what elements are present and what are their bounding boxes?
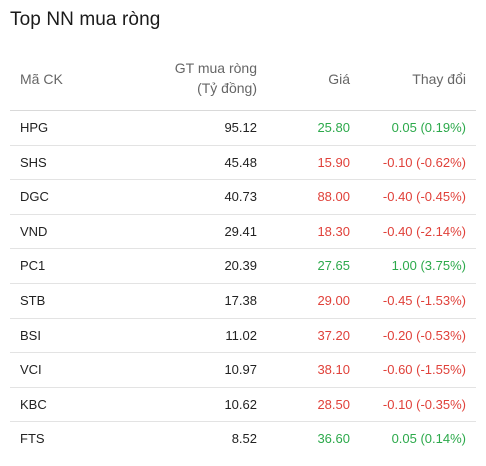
- column-header-change: Thay đổi: [412, 71, 466, 87]
- price-change: 0.05 (0.19%): [391, 120, 466, 135]
- price-change: -0.45 (-1.53%): [382, 292, 466, 308]
- price-change: 0.05 (0.14%): [391, 431, 466, 447]
- net-buy-value: 11.02: [225, 327, 257, 343]
- price: 15.90: [317, 154, 350, 170]
- price-change: -0.40 (-0.45%): [382, 189, 466, 205]
- stock-code[interactable]: BSI: [20, 327, 41, 343]
- price: 27.65: [317, 258, 350, 274]
- price-change: -0.60 (-1.55%): [382, 362, 466, 378]
- table-row[interactable]: SHS 45.48 15.90 -0.10 (-0.62%): [10, 146, 476, 181]
- price: 18.30: [317, 223, 350, 239]
- stock-code[interactable]: PC1: [20, 258, 46, 274]
- stock-code[interactable]: FTS: [20, 431, 45, 447]
- table-row[interactable]: PC1 20.39 27.65 1.00 (3.75%): [10, 249, 476, 284]
- net-buy-value: 40.73: [224, 189, 257, 205]
- widget-title: Top NN mua ròng: [10, 9, 161, 30]
- stock-code[interactable]: HPG: [20, 120, 49, 135]
- net-buy-value: 95.12: [224, 120, 257, 135]
- price: 28.50: [317, 396, 350, 412]
- column-header-price: Giá: [328, 71, 350, 87]
- price: 36.60: [317, 431, 350, 447]
- net-buy-value: 10.97: [224, 362, 257, 378]
- table-row[interactable]: VND 29.41 18.30 -0.40 (-2.14%): [10, 215, 476, 250]
- price-change: -0.10 (-0.62%): [382, 154, 466, 170]
- table-row[interactable]: FTS 8.52 36.60 0.05 (0.14%): [10, 422, 476, 457]
- price-change: -0.20 (-0.53%): [382, 327, 466, 343]
- stock-code[interactable]: VCI: [20, 362, 42, 378]
- table-row[interactable]: KBC 10.62 28.50 -0.10 (-0.35%): [10, 388, 476, 423]
- price: 38.10: [317, 362, 350, 378]
- table-row[interactable]: BSI 11.02 37.20 -0.20 (-0.53%): [10, 319, 476, 354]
- table-row[interactable]: DGC 40.73 88.00 -0.40 (-0.45%): [10, 180, 476, 215]
- net-buy-value: 8.52: [231, 431, 257, 447]
- stock-code[interactable]: KBC: [20, 396, 47, 412]
- net-buy-value: 45.48: [224, 154, 257, 170]
- stock-code[interactable]: SHS: [20, 154, 47, 170]
- net-buy-table: Mã CK GT mua ròng (Tỷ đồng) Giá Thay đổi…: [10, 50, 476, 457]
- column-header-net-buy-value: GT mua ròng (Tỷ đồng): [175, 58, 257, 98]
- net-buy-value: 20.39: [224, 258, 257, 274]
- price: 29.00: [317, 292, 350, 308]
- column-header-net-buy-value-line2: (Tỷ đồng): [197, 80, 257, 96]
- price-change: -0.10 (-0.35%): [382, 396, 466, 412]
- price: 25.80: [317, 120, 350, 135]
- net-buy-value: 10.62: [224, 396, 257, 412]
- price: 37.20: [317, 327, 350, 343]
- column-header-code: Mã CK: [20, 71, 63, 87]
- table-header: Mã CK GT mua ròng (Tỷ đồng) Giá Thay đổi: [10, 50, 476, 111]
- stock-code[interactable]: VND: [20, 223, 48, 239]
- column-header-net-buy-value-line1: GT mua ròng: [174, 60, 257, 76]
- net-buy-value: 29.41: [224, 223, 257, 239]
- table-row[interactable]: HPG 95.12 25.80 0.05 (0.19%): [10, 111, 476, 146]
- price-change: -0.40 (-2.14%): [382, 223, 466, 239]
- price: 88.00: [317, 189, 350, 205]
- table-body: HPG 95.12 25.80 0.05 (0.19%) SHS 45.48 1…: [10, 111, 476, 457]
- stock-code[interactable]: DGC: [20, 189, 49, 205]
- table-row[interactable]: VCI 10.97 38.10 -0.60 (-1.55%): [10, 353, 476, 388]
- price-change: 1.00 (3.75%): [391, 258, 466, 274]
- table-row[interactable]: STB 17.38 29.00 -0.45 (-1.53%): [10, 284, 476, 319]
- net-buy-value: 17.38: [224, 292, 257, 308]
- stock-code[interactable]: STB: [20, 292, 46, 308]
